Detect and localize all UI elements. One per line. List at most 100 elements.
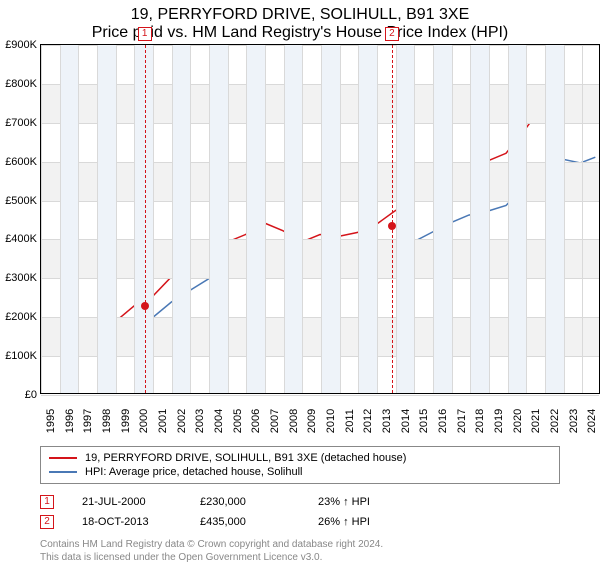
- grid-line-vertical: [452, 45, 453, 393]
- sale-marker-box: 2: [385, 27, 399, 41]
- grid-line-vertical: [582, 45, 583, 393]
- sales-date: 21-JUL-2000: [82, 496, 172, 508]
- grid-line-vertical: [545, 45, 546, 393]
- x-axis-label: 2011: [340, 409, 356, 433]
- grid-col-band: [246, 45, 265, 393]
- grid-line-vertical: [209, 45, 210, 393]
- title-block: 19, PERRYFORD DRIVE, SOLIHULL, B91 3XE P…: [0, 0, 600, 44]
- grid-line-vertical: [414, 45, 415, 393]
- sales-table: 1 21-JUL-2000 £230,000 23% ↑ HPI 2 18-OCT-201…: [40, 492, 560, 532]
- x-axis-label: 2019: [489, 409, 505, 433]
- sales-price: £435,000: [200, 516, 290, 528]
- y-axis-label: £300K: [5, 272, 41, 284]
- x-axis-label: 2024: [582, 409, 598, 433]
- sales-row-marker: 2: [40, 515, 54, 529]
- x-axis-label: 2023: [564, 409, 580, 433]
- grid-col-band: [508, 45, 527, 393]
- x-axis-label: 1995: [41, 409, 57, 433]
- y-axis-label: £900K: [5, 39, 41, 51]
- title-address: 19, PERRYFORD DRIVE, SOLIHULL, B91 3XE: [0, 6, 600, 24]
- x-axis-label: 2012: [358, 409, 374, 433]
- grid-line-vertical: [228, 45, 229, 393]
- y-axis-label: £700K: [5, 117, 41, 129]
- sale-marker-dot: [388, 222, 396, 230]
- sales-delta: 23% ↑ HPI: [318, 496, 408, 508]
- sales-row-marker: 1: [40, 495, 54, 509]
- y-axis-label: £500K: [5, 195, 41, 207]
- grid-line-vertical: [284, 45, 285, 393]
- legend-row: 19, PERRYFORD DRIVE, SOLIHULL, B91 3XE (…: [49, 451, 551, 465]
- grid-col-band: [470, 45, 489, 393]
- grid-line-vertical: [60, 45, 61, 393]
- sales-row: 2 18-OCT-2013 £435,000 26% ↑ HPI: [40, 512, 560, 532]
- grid-col-band: [396, 45, 415, 393]
- y-axis-label: £600K: [5, 156, 41, 168]
- x-axis-label: 2016: [433, 409, 449, 433]
- grid-line-vertical: [134, 45, 135, 393]
- grid-col-band: [97, 45, 116, 393]
- grid-line-vertical: [321, 45, 322, 393]
- grid-line-vertical: [172, 45, 173, 393]
- grid-line-vertical: [302, 45, 303, 393]
- grid-line-vertical: [377, 45, 378, 393]
- x-axis-label: 2013: [377, 409, 393, 433]
- x-axis-label: 2022: [545, 409, 561, 433]
- legend-swatch: [49, 471, 77, 473]
- x-axis-label: 2002: [172, 409, 188, 433]
- footnote-line2: This data is licensed under the Open Gov…: [40, 551, 600, 564]
- x-axis-label: 2010: [321, 409, 337, 433]
- grid-col-band: [545, 45, 564, 393]
- title-subtitle: Price paid vs. HM Land Registry's House …: [0, 24, 600, 42]
- grid-line-vertical: [508, 45, 509, 393]
- grid-col-band: [172, 45, 191, 393]
- legend-label: HPI: Average price, detached house, Soli…: [85, 466, 303, 478]
- x-axis-label: 1998: [97, 409, 113, 433]
- grid-line-vertical: [470, 45, 471, 393]
- chart-plot-area: £0£100K£200K£300K£400K£500K£600K£700K£80…: [40, 44, 600, 394]
- x-axis-label: 2018: [470, 409, 486, 433]
- x-axis-label: 1997: [78, 409, 94, 433]
- grid-line-vertical: [396, 45, 397, 393]
- sale-marker-line: [145, 45, 146, 393]
- grid-line-vertical: [358, 45, 359, 393]
- x-axis-label: 1996: [60, 409, 76, 433]
- y-axis-label: £800K: [5, 78, 41, 90]
- y-axis-label: £200K: [5, 311, 41, 323]
- sales-delta: 26% ↑ HPI: [318, 516, 408, 528]
- x-axis-label: 2004: [209, 409, 225, 433]
- legend-swatch: [49, 457, 77, 459]
- grid-line-vertical: [246, 45, 247, 393]
- grid-line-vertical: [153, 45, 154, 393]
- grid-line-vertical: [190, 45, 191, 393]
- x-axis-label: 2008: [284, 409, 300, 433]
- x-axis-label: 2005: [228, 409, 244, 433]
- y-axis-label: £400K: [5, 233, 41, 245]
- grid-col-band: [60, 45, 79, 393]
- x-axis-label: 2017: [452, 409, 468, 433]
- grid-line-horizontal: [41, 395, 599, 396]
- x-axis-label: 2020: [508, 409, 524, 433]
- sale-marker-dot: [141, 302, 149, 310]
- grid-line-vertical: [97, 45, 98, 393]
- grid-col-band: [358, 45, 377, 393]
- x-axis-label: 2015: [414, 409, 430, 433]
- footnote-line1: Contains HM Land Registry data © Crown c…: [40, 538, 600, 551]
- grid-line-vertical: [564, 45, 565, 393]
- legend: 19, PERRYFORD DRIVE, SOLIHULL, B91 3XE (…: [40, 446, 560, 484]
- sales-date: 18-OCT-2013: [82, 516, 172, 528]
- grid-line-vertical: [526, 45, 527, 393]
- chart-container: 19, PERRYFORD DRIVE, SOLIHULL, B91 3XE P…: [0, 0, 600, 564]
- grid-line-vertical: [340, 45, 341, 393]
- grid-col-band: [284, 45, 303, 393]
- footnote: Contains HM Land Registry data © Crown c…: [40, 538, 600, 564]
- x-axis-label: 2007: [265, 409, 281, 433]
- sales-row: 1 21-JUL-2000 £230,000 23% ↑ HPI: [40, 492, 560, 512]
- grid-line-vertical: [433, 45, 434, 393]
- x-axis-label: 2021: [526, 409, 542, 433]
- x-axis-label: 2001: [153, 409, 169, 433]
- x-axis-label: 2009: [302, 409, 318, 433]
- sale-marker-box: 1: [138, 27, 152, 41]
- sales-price: £230,000: [200, 496, 290, 508]
- legend-row: HPI: Average price, detached house, Soli…: [49, 465, 551, 479]
- grid-col-band: [321, 45, 340, 393]
